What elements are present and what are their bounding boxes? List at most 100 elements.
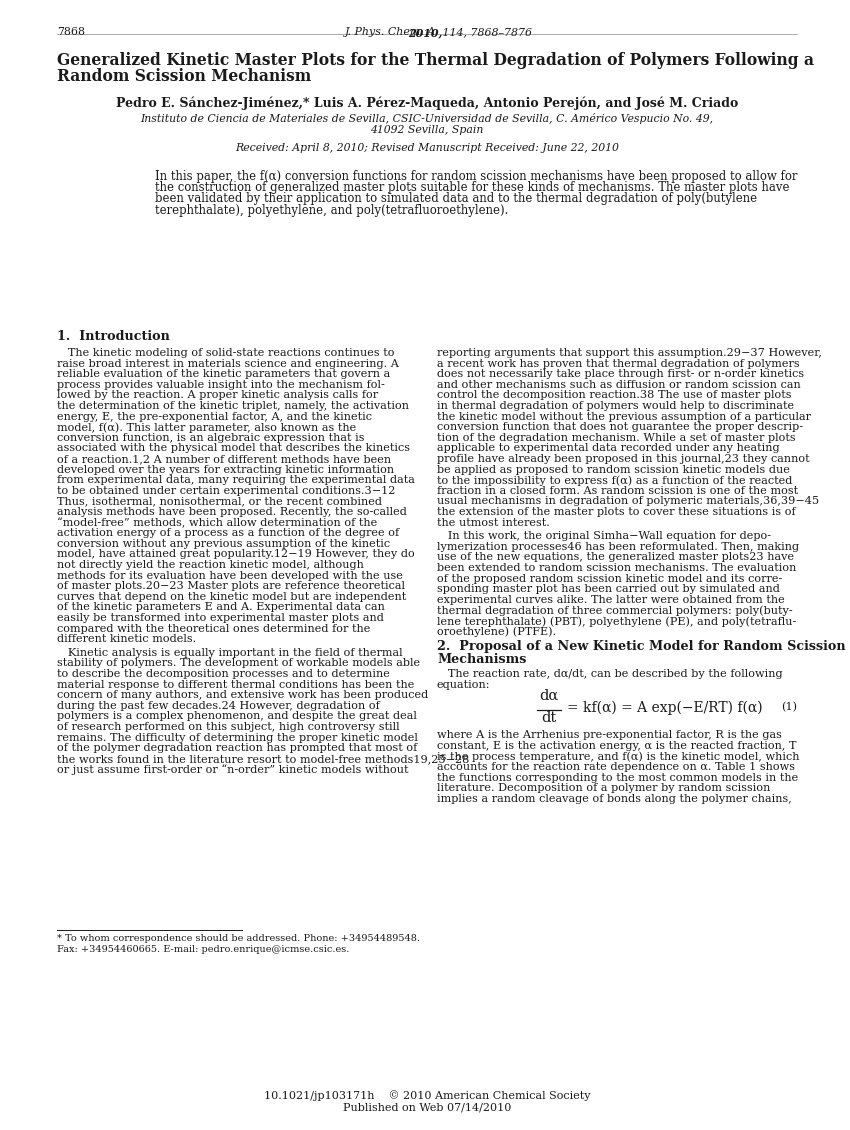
Text: terephthalate), polyethylene, and poly(tetrafluoroethylene).: terephthalate), polyethylene, and poly(t… xyxy=(155,203,508,217)
Text: 1.  Introduction: 1. Introduction xyxy=(57,330,170,344)
Text: where A is the Arrhenius pre-exponential factor, R is the gas: where A is the Arrhenius pre-exponential… xyxy=(437,730,782,740)
Text: been validated by their application to simulated data and to the thermal degrada: been validated by their application to s… xyxy=(155,192,757,206)
Text: different kinetic models.: different kinetic models. xyxy=(57,634,196,644)
Text: * To whom correspondence should be addressed. Phone: +34954489548.: * To whom correspondence should be addre… xyxy=(57,935,420,944)
Text: energy, E, the pre-exponential factor, A, and the kinetic: energy, E, the pre-exponential factor, A… xyxy=(57,411,372,421)
Text: accounts for the reaction rate dependence on α. Table 1 shows: accounts for the reaction rate dependenc… xyxy=(437,763,795,772)
Text: process provides valuable insight into the mechanism fol-: process provides valuable insight into t… xyxy=(57,380,385,390)
Text: The reaction rate, dα/dt, can be described by the following: The reaction rate, dα/dt, can be describ… xyxy=(437,669,783,679)
Text: is the process temperature, and f(α) is the kinetic model, which: is the process temperature, and f(α) is … xyxy=(437,751,800,762)
Text: analysis methods have been proposed. Recently, the so-called: analysis methods have been proposed. Rec… xyxy=(57,507,407,518)
Text: usual mechanisms in degradation of polymeric materials,36,39−45: usual mechanisms in degradation of polym… xyxy=(437,496,819,506)
Text: activation energy of a process as a function of the degree of: activation energy of a process as a func… xyxy=(57,528,399,538)
Text: reporting arguments that support this assumption.29−37 However,: reporting arguments that support this as… xyxy=(437,348,822,358)
Text: conversion without any previous assumption of the kinetic: conversion without any previous assumpti… xyxy=(57,539,390,549)
Text: not directly yield the reaction kinetic model, although: not directly yield the reaction kinetic … xyxy=(57,560,364,570)
Text: oroethylene) (PTFE).: oroethylene) (PTFE). xyxy=(437,627,556,637)
Text: J. Phys. Chem. A: J. Phys. Chem. A xyxy=(345,27,439,37)
Text: constant, E is the activation energy, α is the reacted fraction, T: constant, E is the activation energy, α … xyxy=(437,741,796,751)
Text: stability of polymers. The development of workable models able: stability of polymers. The development o… xyxy=(57,659,420,669)
Text: = kf(α) = A exp(−E/RT) f(α): = kf(α) = A exp(−E/RT) f(α) xyxy=(567,701,762,714)
Text: literature. Decomposition of a polymer by random scission: literature. Decomposition of a polymer b… xyxy=(437,783,770,793)
Text: conversion function, is an algebraic expression that is: conversion function, is an algebraic exp… xyxy=(57,433,365,443)
Text: to describe the decomposition processes and to determine: to describe the decomposition processes … xyxy=(57,669,390,679)
Text: from experimental data, many requiring the experimental data: from experimental data, many requiring t… xyxy=(57,476,415,485)
Text: use of the new equations, the generalized master plots23 have: use of the new equations, the generalize… xyxy=(437,553,794,563)
Text: Instituto de Ciencia de Materiales de Sevilla, CSIC-Universidad de Sevilla, C. A: Instituto de Ciencia de Materiales de Se… xyxy=(140,113,713,124)
Text: Generalized Kinetic Master Plots for the Thermal Degradation of Polymers Followi: Generalized Kinetic Master Plots for the… xyxy=(57,52,814,69)
Text: material response to different thermal conditions has been the: material response to different thermal c… xyxy=(57,679,414,689)
Text: does not necessarily take place through first- or n-order kinetics: does not necessarily take place through … xyxy=(437,370,804,380)
Text: model, f(α). This latter parameter, also known as the: model, f(α). This latter parameter, also… xyxy=(57,423,356,433)
Text: during the past few decades.24 However, degradation of: during the past few decades.24 However, … xyxy=(57,701,380,711)
Text: sponding master plot has been carried out by simulated and: sponding master plot has been carried ou… xyxy=(437,584,779,594)
Text: of a reaction.1,2 A number of different methods have been: of a reaction.1,2 A number of different … xyxy=(57,454,391,464)
Text: and other mechanisms such as diffusion or random scission can: and other mechanisms such as diffusion o… xyxy=(437,380,801,390)
Text: dt: dt xyxy=(541,712,557,725)
Text: 7868: 7868 xyxy=(57,27,85,37)
Text: the works found in the literature resort to model-free methods19,25−28: the works found in the literature resort… xyxy=(57,754,469,764)
Text: the determination of the kinetic triplet, namely, the activation: the determination of the kinetic triplet… xyxy=(57,401,409,411)
Text: Random Scission Mechanism: Random Scission Mechanism xyxy=(57,68,311,85)
Text: of the polymer degradation reaction has prompted that most of: of the polymer degradation reaction has … xyxy=(57,744,417,754)
Text: remains. The difficulty of determining the proper kinetic model: remains. The difficulty of determining t… xyxy=(57,732,418,742)
Text: 41092 Sevilla, Spain: 41092 Sevilla, Spain xyxy=(371,125,484,134)
Text: reliable evaluation of the kinetic parameters that govern a: reliable evaluation of the kinetic param… xyxy=(57,370,390,380)
Text: Published on Web 07/14/2010: Published on Web 07/14/2010 xyxy=(343,1103,511,1113)
Text: control the decomposition reaction.38 The use of master plots: control the decomposition reaction.38 Th… xyxy=(437,390,791,400)
Text: equation:: equation: xyxy=(437,680,490,689)
Text: of research performed on this subject, high controversy still: of research performed on this subject, h… xyxy=(57,722,399,732)
Text: Kinetic analysis is equally important in the field of thermal: Kinetic analysis is equally important in… xyxy=(57,647,403,658)
Text: lene terephthalate) (PBT), polyethylene (PE), and poly(tetraflu-: lene terephthalate) (PBT), polyethylene … xyxy=(437,616,796,626)
Text: dα: dα xyxy=(540,688,558,703)
Text: Fax: +34954460665. E-mail: pedro.enrique@icmse.csic.es.: Fax: +34954460665. E-mail: pedro.enrique… xyxy=(57,945,349,954)
Text: lymerization processes46 has been reformulated. Then, making: lymerization processes46 has been reform… xyxy=(437,541,799,551)
Text: associated with the physical model that describes the kinetics: associated with the physical model that … xyxy=(57,443,410,453)
Text: Received: April 8, 2010; Revised Manuscript Received: June 22, 2010: Received: April 8, 2010; Revised Manuscr… xyxy=(235,144,619,153)
Text: methods for its evaluation have been developed with the use: methods for its evaluation have been dev… xyxy=(57,571,403,581)
Text: a recent work has proven that thermal degradation of polymers: a recent work has proven that thermal de… xyxy=(437,358,800,368)
Text: In this work, the original Simha−Wall equation for depo-: In this work, the original Simha−Wall eq… xyxy=(437,531,771,541)
Text: been extended to random scission mechanisms. The evaluation: been extended to random scission mechani… xyxy=(437,563,796,573)
Text: to be obtained under certain experimental conditions.3−12: to be obtained under certain experimenta… xyxy=(57,486,395,496)
Text: Mechanisms: Mechanisms xyxy=(437,653,526,667)
Text: “model-free” methods, which allow determination of the: “model-free” methods, which allow determ… xyxy=(57,518,377,528)
Text: 2010,: 2010, xyxy=(408,27,442,38)
Text: curves that depend on the kinetic model but are independent: curves that depend on the kinetic model … xyxy=(57,592,406,602)
Text: fraction in a closed form. As random scission is one of the most: fraction in a closed form. As random sci… xyxy=(437,486,798,496)
Text: concern of many authors, and extensive work has been produced: concern of many authors, and extensive w… xyxy=(57,690,428,701)
Text: 114, 7868–7876: 114, 7868–7876 xyxy=(439,27,532,37)
Text: tion of the degradation mechanism. While a set of master plots: tion of the degradation mechanism. While… xyxy=(437,433,796,443)
Text: conversion function that does not guarantee the proper descrip-: conversion function that does not guaran… xyxy=(437,423,803,432)
Text: or just assume first-order or “n-order” kinetic models without: or just assume first-order or “n-order” … xyxy=(57,764,409,775)
Text: applicable to experimental data recorded under any heating: applicable to experimental data recorded… xyxy=(437,443,779,453)
Text: compared with the theoretical ones determined for the: compared with the theoretical ones deter… xyxy=(57,624,371,634)
Text: lowed by the reaction. A proper kinetic analysis calls for: lowed by the reaction. A proper kinetic … xyxy=(57,390,378,400)
Text: Pedro E. Sánchez-Jiménez,* Luis A. Pérez-Maqueda, Antonio Perejón, and José M. C: Pedro E. Sánchez-Jiménez,* Luis A. Pérez… xyxy=(116,97,738,111)
Text: 2.  Proposal of a New Kinetic Model for Random Scission: 2. Proposal of a New Kinetic Model for R… xyxy=(437,641,846,653)
Text: 10.1021/jp103171h    © 2010 American Chemical Society: 10.1021/jp103171h © 2010 American Chemic… xyxy=(264,1090,590,1101)
Text: to the impossibility to express f(α) as a function of the reacted: to the impossibility to express f(α) as … xyxy=(437,476,792,486)
Text: of the proposed random scission kinetic model and its corre-: of the proposed random scission kinetic … xyxy=(437,574,782,583)
Text: developed over the years for extracting kinetic information: developed over the years for extracting … xyxy=(57,464,394,475)
Text: the kinetic model without the previous assumption of a particular: the kinetic model without the previous a… xyxy=(437,411,811,421)
Text: In this paper, the f(α) conversion functions for random scission mechanisms have: In this paper, the f(α) conversion funct… xyxy=(155,170,797,183)
Text: experimental curves alike. The latter were obtained from the: experimental curves alike. The latter we… xyxy=(437,594,785,605)
Text: implies a random cleavage of bonds along the polymer chains,: implies a random cleavage of bonds along… xyxy=(437,794,791,805)
Text: profile have already been proposed in this journal,23 they cannot: profile have already been proposed in th… xyxy=(437,454,809,464)
Text: easily be transformed into experimental master plots and: easily be transformed into experimental … xyxy=(57,612,384,623)
Text: of master plots.20−23 Master plots are reference theoretical: of master plots.20−23 Master plots are r… xyxy=(57,581,405,591)
Text: The kinetic modeling of solid-state reactions continues to: The kinetic modeling of solid-state reac… xyxy=(57,348,394,358)
Text: (1): (1) xyxy=(781,702,797,713)
Text: be applied as proposed to random scission kinetic models due: be applied as proposed to random scissio… xyxy=(437,464,790,475)
Text: the extension of the master plots to cover these situations is of: the extension of the master plots to cov… xyxy=(437,507,796,518)
Text: of the kinetic parameters E and A. Experimental data can: of the kinetic parameters E and A. Exper… xyxy=(57,602,385,612)
Text: Thus, isothermal, nonisothermal, or the recent combined: Thus, isothermal, nonisothermal, or the … xyxy=(57,496,382,506)
Text: the utmost interest.: the utmost interest. xyxy=(437,518,550,528)
Text: model, have attained great popularity.12−19 However, they do: model, have attained great popularity.12… xyxy=(57,549,415,559)
Text: polymers is a complex phenomenon, and despite the great deal: polymers is a complex phenomenon, and de… xyxy=(57,712,416,721)
Text: in thermal degradation of polymers would help to discriminate: in thermal degradation of polymers would… xyxy=(437,401,794,411)
Text: the construction of generalized master plots suitable for these kinds of mechani: the construction of generalized master p… xyxy=(155,181,790,194)
Text: the functions corresponding to the most common models in the: the functions corresponding to the most … xyxy=(437,773,798,783)
Text: raise broad interest in materials science and engineering. A: raise broad interest in materials scienc… xyxy=(57,358,399,368)
